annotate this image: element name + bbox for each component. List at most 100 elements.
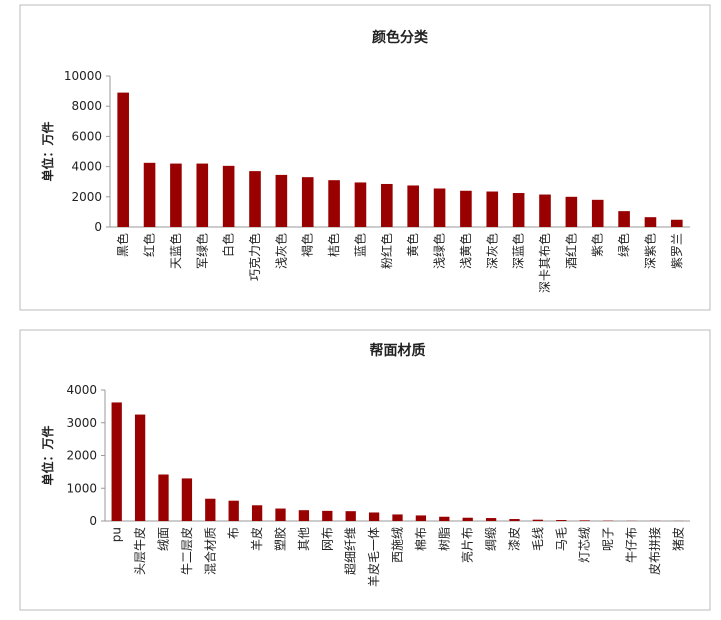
x-tick-label: 皮布拼接 bbox=[647, 527, 662, 575]
x-tick-label: 深灰色 bbox=[485, 233, 499, 269]
x-tick-label: 羊皮 bbox=[249, 527, 264, 551]
x-tick-label: 白色 bbox=[221, 233, 236, 257]
bar bbox=[275, 508, 286, 521]
chart-title: 颜色分类 bbox=[372, 29, 429, 46]
bar bbox=[222, 165, 235, 227]
x-tick-label: 浅灰色 bbox=[274, 233, 288, 269]
x-tick-label: 毛线 bbox=[531, 527, 545, 551]
bar bbox=[392, 514, 403, 521]
x-tick-label: 天蓝色 bbox=[169, 233, 183, 269]
y-tick-label: 0 bbox=[89, 514, 97, 528]
x-tick-label: 绒面 bbox=[157, 527, 171, 551]
x-tick-label: 牛仔布 bbox=[624, 527, 639, 563]
x-tick-label: 西施绒 bbox=[391, 527, 405, 563]
x-tick-label: 塑胶 bbox=[273, 527, 288, 551]
bar bbox=[368, 512, 380, 521]
x-tick-label: 绿色 bbox=[616, 233, 631, 257]
y-tick-label: 0 bbox=[94, 220, 102, 234]
y-axis-label: 单位：万件 bbox=[40, 121, 55, 181]
bar bbox=[556, 520, 567, 521]
bar bbox=[275, 174, 288, 227]
x-tick-label: 混合材质 bbox=[202, 527, 217, 575]
y-tick-label: 4000 bbox=[66, 383, 97, 397]
bar bbox=[433, 188, 446, 227]
y-tick-label: 3000 bbox=[66, 416, 97, 430]
bar bbox=[539, 194, 551, 227]
bar bbox=[205, 498, 216, 521]
x-tick-label: 猪皮 bbox=[671, 527, 685, 551]
bar bbox=[460, 190, 472, 227]
bar bbox=[532, 519, 544, 521]
y-tick-label: 2000 bbox=[66, 449, 97, 463]
bar bbox=[565, 196, 578, 227]
x-tick-label: 巧克力色 bbox=[248, 233, 262, 281]
x-tick-label: 灯芯绒 bbox=[578, 527, 592, 563]
x-tick-label: 棉布 bbox=[414, 527, 428, 551]
x-tick-label: 蓝色 bbox=[353, 233, 367, 257]
x-tick-label: 军绿色 bbox=[194, 233, 209, 269]
bar bbox=[345, 511, 356, 521]
x-tick-label: 浅黄色 bbox=[459, 233, 473, 269]
bar bbox=[439, 516, 450, 521]
x-tick-label: 深蓝色 bbox=[512, 233, 526, 269]
y-tick-label: 10000 bbox=[64, 69, 102, 83]
bar bbox=[322, 510, 333, 521]
x-tick-label: 红色 bbox=[142, 233, 157, 257]
bar bbox=[644, 217, 657, 227]
bar bbox=[228, 500, 239, 521]
bar bbox=[301, 177, 314, 227]
bar bbox=[591, 199, 604, 227]
bar bbox=[111, 402, 122, 521]
x-tick-label: 桔色 bbox=[327, 233, 341, 257]
x-tick-label: 其他 bbox=[297, 527, 311, 551]
bar bbox=[249, 171, 261, 227]
x-tick-label: 网布 bbox=[320, 527, 334, 551]
x-tick-label: 黑色 bbox=[116, 233, 130, 257]
bar bbox=[328, 180, 340, 227]
chart-frame bbox=[19, 329, 711, 611]
y-tick-label: 2000 bbox=[71, 190, 102, 204]
x-tick-label: pu bbox=[110, 527, 124, 542]
bar bbox=[415, 515, 427, 521]
bar bbox=[170, 163, 182, 227]
bar bbox=[196, 163, 209, 227]
bar bbox=[158, 474, 169, 521]
y-tick-label: 1000 bbox=[66, 481, 97, 495]
bar bbox=[509, 519, 520, 521]
y-axis-label: 单位：万件 bbox=[40, 425, 55, 485]
bar bbox=[579, 520, 590, 521]
x-tick-label: 黄色 bbox=[406, 233, 420, 257]
x-tick-label: 紫色 bbox=[591, 233, 605, 257]
chart-title: 帮面材质 bbox=[370, 342, 426, 359]
bar bbox=[462, 517, 473, 521]
x-tick-label: 布 bbox=[227, 527, 241, 539]
x-tick-label: 超细纤维 bbox=[343, 527, 358, 575]
x-tick-label: 紫罗兰 bbox=[670, 233, 684, 269]
x-tick-label: 漆皮 bbox=[508, 527, 522, 551]
y-tick-label: 4000 bbox=[71, 160, 102, 174]
x-tick-label: 树脂 bbox=[436, 527, 451, 551]
x-tick-label: 褐色 bbox=[300, 233, 315, 257]
bar bbox=[117, 92, 129, 227]
bar bbox=[512, 193, 525, 227]
chart-frame bbox=[19, 4, 711, 311]
x-tick-label: 头层牛皮 bbox=[132, 527, 147, 575]
x-tick-label: 深紫色 bbox=[643, 233, 657, 269]
x-tick-label: 羊皮毛一体 bbox=[366, 527, 381, 587]
bar bbox=[485, 518, 497, 521]
bar bbox=[298, 510, 310, 521]
x-tick-label: 浅绿色 bbox=[432, 233, 447, 269]
y-tick-label: 8000 bbox=[71, 99, 102, 113]
bar bbox=[143, 162, 156, 227]
bar bbox=[251, 505, 263, 521]
bar bbox=[618, 211, 630, 227]
x-tick-label: 马毛 bbox=[554, 527, 568, 551]
y-tick-label: 6000 bbox=[71, 129, 102, 143]
x-tick-label: 呢子 bbox=[601, 527, 615, 551]
x-tick-label: 亮片布 bbox=[460, 527, 475, 563]
x-tick-label: 牛二层皮 bbox=[179, 527, 194, 575]
bar bbox=[134, 414, 146, 521]
x-tick-label: 酒红色 bbox=[563, 233, 578, 269]
